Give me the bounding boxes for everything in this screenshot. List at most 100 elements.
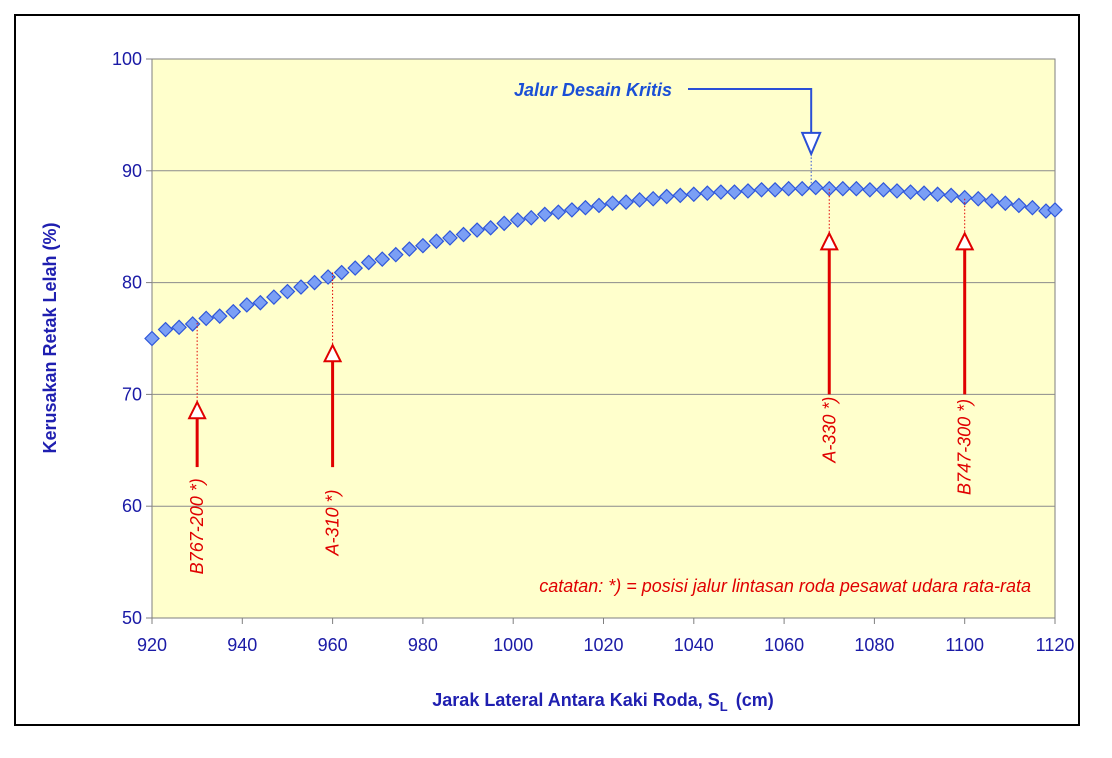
x-tick-label: 1040 bbox=[674, 635, 714, 655]
data-point bbox=[550, 204, 567, 221]
critical-arrow-line bbox=[688, 88, 813, 133]
data-point bbox=[672, 187, 689, 204]
data-point bbox=[320, 269, 336, 285]
aircraft-arrow-head bbox=[322, 342, 343, 363]
data-point bbox=[536, 206, 553, 223]
aircraft-arrow-head bbox=[819, 231, 839, 251]
data-point bbox=[902, 184, 919, 200]
data-point bbox=[929, 186, 946, 203]
data-point bbox=[834, 180, 851, 197]
y-tick-label: 80 bbox=[122, 273, 142, 293]
data-point bbox=[455, 226, 472, 243]
y-tick-label: 90 bbox=[122, 161, 142, 181]
x-axis-title-main: Jarak Lateral Antara Kaki Roda, S bbox=[432, 690, 719, 710]
data-point bbox=[238, 297, 255, 313]
critical-arrow-head bbox=[800, 131, 822, 157]
chart: 50 60 70 80 90 100 920 940 960 980 1000 1020 1040 10… bbox=[40, 49, 1074, 714]
plot-area bbox=[151, 58, 1056, 619]
data-point bbox=[482, 219, 499, 236]
x-tick-label: 960 bbox=[318, 635, 348, 655]
annotations: B767-200 *) A-310 *) A-330 *) B747-300 *) bbox=[187, 88, 975, 574]
data-point bbox=[279, 283, 296, 300]
data-point bbox=[780, 180, 797, 197]
data-point bbox=[889, 183, 905, 199]
data-point bbox=[360, 254, 377, 271]
data-point bbox=[387, 246, 404, 263]
x-axis-ticks: 920 940 960 980 1000 1020 1040 1060 1080 1100 1120 bbox=[137, 618, 1074, 655]
data-point bbox=[726, 184, 743, 200]
data-point bbox=[970, 190, 987, 207]
y-axis-ticks: 50 60 70 80 90 100 bbox=[112, 49, 152, 628]
data-point bbox=[198, 310, 215, 327]
data-point bbox=[862, 181, 878, 198]
x-tick-label: 1120 bbox=[1036, 635, 1075, 655]
x-tick-label: 940 bbox=[227, 635, 257, 655]
data-series bbox=[144, 179, 1063, 347]
aircraft-label: B747-300 *) bbox=[955, 399, 975, 495]
data-point bbox=[171, 319, 187, 336]
data-point bbox=[1047, 202, 1063, 218]
data-point bbox=[604, 195, 621, 212]
data-point bbox=[374, 251, 391, 267]
data-point bbox=[496, 215, 513, 232]
x-tick-label: 1020 bbox=[583, 635, 623, 655]
data-point bbox=[699, 185, 716, 202]
data-point bbox=[509, 212, 526, 228]
data-point bbox=[997, 195, 1014, 212]
data-point bbox=[252, 294, 269, 311]
data-point bbox=[266, 289, 282, 305]
data-point bbox=[875, 181, 892, 198]
data-point bbox=[713, 184, 729, 200]
data-point bbox=[916, 185, 932, 202]
y-axis-title: Kerusakan Retak Lelah (%) bbox=[40, 222, 60, 453]
data-point bbox=[1024, 199, 1041, 216]
aircraft-label: A-330 *) bbox=[819, 397, 839, 464]
y-tick-label: 60 bbox=[122, 496, 142, 516]
data-point bbox=[753, 181, 770, 198]
data-point bbox=[347, 260, 364, 276]
critical-lane-label: Jalur Desain Kritis bbox=[514, 80, 672, 100]
data-point bbox=[293, 279, 309, 295]
data-point bbox=[564, 202, 580, 218]
x-axis-title-unit: (cm) bbox=[736, 690, 774, 710]
data-point bbox=[740, 183, 756, 199]
data-point bbox=[658, 188, 675, 205]
data-point bbox=[577, 199, 594, 216]
x-tick-label: 1060 bbox=[764, 635, 804, 655]
data-point bbox=[306, 274, 323, 291]
x-tick-label: 980 bbox=[408, 635, 438, 655]
x-axis-title: Jarak Lateral Antara Kaki Roda, SL (cm) bbox=[432, 690, 773, 714]
x-axis-title-subscript: L bbox=[720, 699, 728, 714]
data-point bbox=[591, 197, 607, 214]
data-point bbox=[415, 237, 431, 254]
x-tick-label: 1000 bbox=[493, 635, 533, 655]
chart-frame: 50 60 70 80 90 100 920 940 960 980 1000 1020 1040 10… bbox=[14, 14, 1080, 726]
data-point bbox=[469, 222, 485, 238]
data-point bbox=[442, 230, 458, 246]
aircraft-arrow-head bbox=[187, 399, 207, 420]
data-point bbox=[807, 179, 824, 196]
data-point bbox=[401, 241, 418, 257]
x-tick-label: 1100 bbox=[945, 635, 984, 655]
y-tick-label: 100 bbox=[112, 49, 142, 69]
aircraft-label: B767-200 *) bbox=[187, 478, 207, 574]
data-point bbox=[1011, 197, 1027, 214]
data-point bbox=[618, 194, 634, 210]
data-point bbox=[225, 303, 242, 320]
data-point bbox=[211, 308, 228, 324]
y-tick-label: 70 bbox=[122, 384, 142, 404]
aircraft-label: A-310 *) bbox=[323, 489, 343, 556]
aircraft-arrow-head bbox=[955, 231, 975, 251]
data-point bbox=[523, 209, 540, 226]
y-tick-label: 50 bbox=[122, 608, 142, 628]
data-point bbox=[983, 193, 1000, 209]
x-tick-label: 1080 bbox=[854, 635, 894, 655]
x-tick-label: 920 bbox=[137, 635, 167, 655]
data-point bbox=[333, 264, 350, 281]
data-point bbox=[794, 180, 811, 197]
data-point bbox=[631, 192, 648, 208]
data-point bbox=[685, 186, 702, 203]
data-point bbox=[144, 330, 160, 347]
data-point bbox=[767, 181, 783, 198]
data-point bbox=[157, 321, 174, 338]
